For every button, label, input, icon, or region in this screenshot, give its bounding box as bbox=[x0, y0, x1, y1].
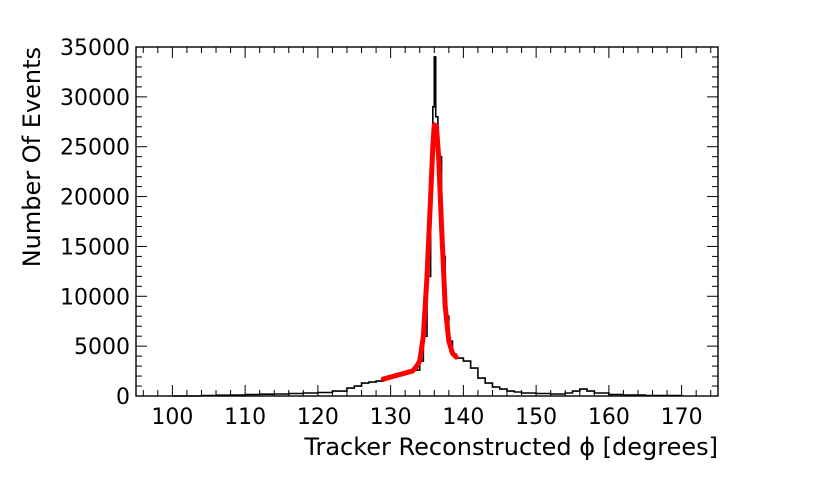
tick-labels: 100 110 120 130 140 150 160 170 0 5000 10000 15000 2… bbox=[60, 36, 703, 430]
x-tick-label: 100 bbox=[151, 405, 193, 430]
tick-marks bbox=[136, 46, 718, 397]
y-tick-label: 5000 bbox=[74, 335, 130, 360]
y-tick-label: 25000 bbox=[60, 136, 130, 161]
x-axis-title: Tracker Reconstructed ϕ [degrees] bbox=[303, 433, 718, 461]
y-tick-label: 0 bbox=[116, 385, 130, 410]
x-tick-label: 170 bbox=[661, 405, 703, 430]
y-tick-label: 30000 bbox=[60, 86, 130, 111]
plot-frame bbox=[135, 46, 719, 397]
y-tick-label: 35000 bbox=[60, 36, 130, 61]
x-tick-label: 140 bbox=[442, 405, 484, 430]
x-tick-label: 120 bbox=[297, 405, 339, 430]
x-tick-label: 160 bbox=[588, 405, 630, 430]
y-tick-label: 15000 bbox=[60, 235, 130, 260]
x-tick-label: 130 bbox=[370, 405, 412, 430]
plot-series bbox=[172, 56, 683, 397]
y-tick-label: 10000 bbox=[60, 285, 130, 310]
x-tick-label: 110 bbox=[224, 405, 266, 430]
x-tick-label: 150 bbox=[515, 405, 557, 430]
y-axis-title: Number Of Events bbox=[18, 47, 46, 267]
y-tick-label: 20000 bbox=[60, 186, 130, 211]
histogram-series bbox=[172, 56, 683, 397]
fit-series bbox=[380, 122, 459, 382]
